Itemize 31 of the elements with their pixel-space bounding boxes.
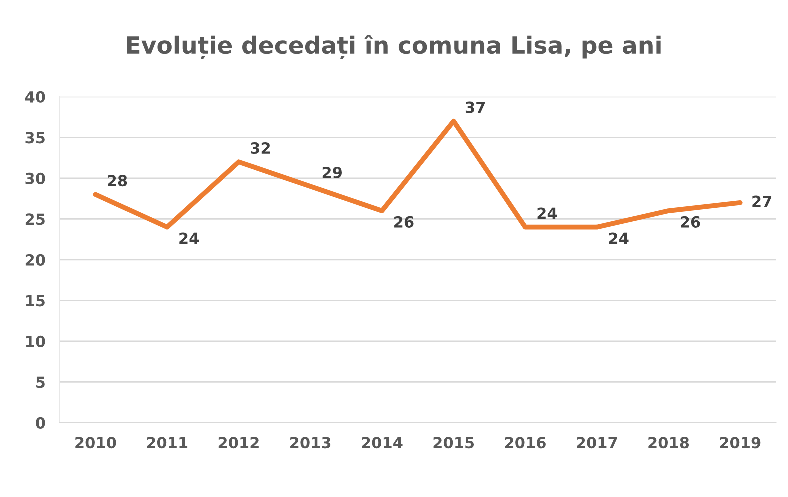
data-label: 37 — [466, 102, 486, 114]
y-tick-label: 30 — [26, 172, 46, 184]
y-tick-label: 40 — [25, 91, 46, 103]
x-tick-label: 2014 — [362, 437, 403, 449]
y-tick-label: 0 — [36, 417, 46, 429]
chart-title: Evoluție decedați în comuna Lisa, pe ani — [127, 34, 661, 60]
x-tick-label: 2011 — [147, 437, 188, 449]
data-label: 27 — [752, 196, 772, 208]
data-label: 32 — [251, 142, 270, 154]
y-tick-label: 5 — [36, 376, 45, 388]
data-label: 24 — [180, 232, 199, 244]
y-tick-label: 35 — [26, 132, 45, 144]
x-tick-label: 2013 — [290, 437, 331, 449]
data-label: 26 — [681, 216, 700, 228]
data-label: 28 — [108, 175, 128, 187]
x-tick-label: 2010 — [76, 437, 116, 449]
y-tick-label: 10 — [26, 336, 46, 348]
line-series — [93, 118, 743, 230]
data-label: 24 — [538, 208, 558, 220]
x-tick-label: 2018 — [648, 437, 690, 449]
y-tick-label: 25 — [26, 214, 45, 226]
x-tick-label: 2012 — [218, 437, 259, 449]
x-tick-label: 2019 — [720, 437, 761, 449]
data-label: 26 — [394, 216, 414, 228]
data-label: 24 — [609, 232, 629, 244]
x-tick-label: 2016 — [505, 437, 546, 449]
y-tick-label: 20 — [26, 254, 46, 266]
x-tick-label: 2015 — [434, 437, 474, 449]
x-tick-label: 2017 — [577, 437, 618, 449]
y-tick-label: 15 — [26, 295, 45, 307]
data-label: 29 — [322, 166, 342, 179]
